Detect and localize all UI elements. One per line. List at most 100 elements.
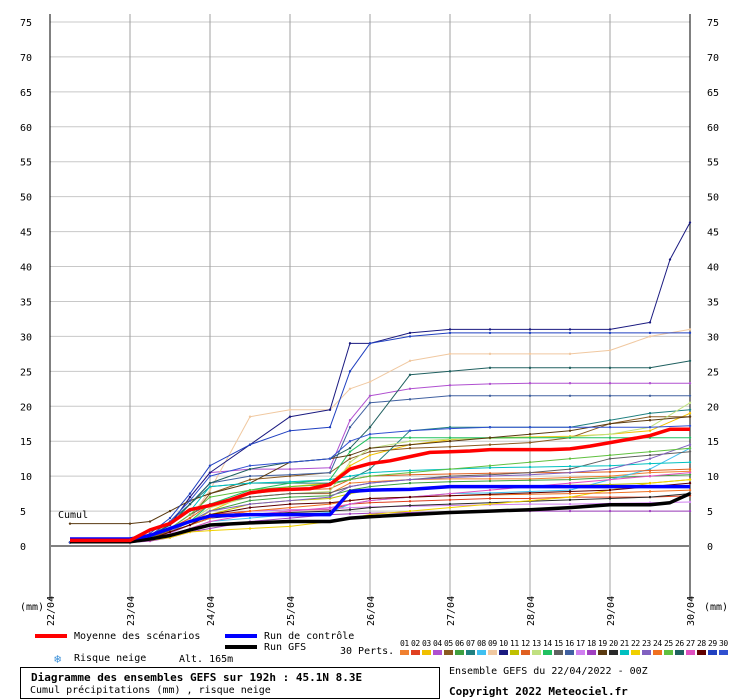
y-tick-label-left: 20 xyxy=(20,402,32,413)
series-point xyxy=(688,221,692,224)
series-point xyxy=(688,412,692,415)
series-point xyxy=(288,509,292,513)
pert-swatch-26 xyxy=(675,650,684,655)
series-point xyxy=(208,485,212,488)
series-point xyxy=(488,502,492,506)
series-point xyxy=(488,331,492,335)
series-point xyxy=(408,478,412,481)
series-point xyxy=(648,453,652,457)
series-line-run-gfs xyxy=(70,492,691,544)
series-point xyxy=(188,499,192,502)
series-point xyxy=(408,335,412,338)
y-tick-label-left: 60 xyxy=(20,123,32,134)
series-point xyxy=(648,495,652,499)
series-point xyxy=(348,450,352,453)
y-tick-label-left: 75 xyxy=(20,18,32,29)
pert-number-30: 30 xyxy=(719,639,728,648)
series-point xyxy=(448,467,452,471)
series-point xyxy=(488,436,492,439)
y-tick-label-left: 0 xyxy=(20,542,26,553)
series-point xyxy=(488,352,492,356)
y-tick-label-right: 15 xyxy=(707,437,719,448)
pert-swatch-06 xyxy=(455,650,464,655)
series-point xyxy=(328,466,332,469)
series-point xyxy=(408,387,412,390)
series-point xyxy=(248,481,252,485)
series-point xyxy=(528,433,532,436)
series-point xyxy=(448,492,452,495)
pert-number-10: 10 xyxy=(499,639,508,648)
pert-number-04: 04 xyxy=(433,639,442,648)
y-tick-label-left: 10 xyxy=(20,472,32,483)
pert-number-16: 16 xyxy=(565,639,574,648)
series-point xyxy=(328,426,332,429)
series-point xyxy=(408,331,412,335)
series-point xyxy=(688,450,692,453)
series-point xyxy=(348,481,352,485)
pert-number-11: 11 xyxy=(510,639,519,648)
series-point xyxy=(348,485,352,488)
perts-label: 30 Perts. xyxy=(340,646,395,657)
pert-swatch-12 xyxy=(521,650,530,655)
pert-swatch-30 xyxy=(719,650,728,655)
pert-number-29: 29 xyxy=(708,639,717,648)
series-point xyxy=(568,509,572,513)
pert-swatch-13 xyxy=(532,650,541,655)
pert-swatch-17 xyxy=(576,650,585,655)
series-point xyxy=(288,467,292,471)
series-point xyxy=(528,426,532,429)
series-point xyxy=(208,488,212,492)
legend-snow-label: Risque neige xyxy=(74,653,147,664)
series-point xyxy=(448,494,452,497)
pert-number-25: 25 xyxy=(664,639,673,648)
series-point xyxy=(568,492,572,495)
series-point xyxy=(208,520,212,523)
series-point xyxy=(368,450,372,453)
series-point xyxy=(528,465,532,469)
series-point xyxy=(688,394,692,397)
series-point xyxy=(688,331,692,335)
series-point xyxy=(348,508,352,511)
y-tick-label-right: 65 xyxy=(707,88,719,99)
series-point xyxy=(448,506,452,509)
series-point xyxy=(608,328,612,331)
series-point xyxy=(248,443,252,446)
series-point xyxy=(688,401,692,404)
y-tick-label-left: 55 xyxy=(20,158,32,169)
pert-number-17: 17 xyxy=(576,639,585,648)
cumul-annotation: Cumul xyxy=(58,510,88,521)
series-point xyxy=(348,474,352,478)
series-point xyxy=(608,382,612,385)
x-tick-label: 25/04 xyxy=(286,596,297,626)
series-point xyxy=(568,481,572,485)
series-point xyxy=(328,491,332,495)
series-point xyxy=(568,476,572,479)
series-point xyxy=(608,509,612,513)
series-point xyxy=(448,331,452,335)
series-point xyxy=(348,464,352,467)
series-point xyxy=(528,491,532,495)
pert-swatch-16 xyxy=(565,650,574,655)
series-point xyxy=(688,408,692,411)
series-point xyxy=(368,401,372,404)
series-point xyxy=(528,460,532,464)
series-point xyxy=(648,366,652,370)
y-tick-label-left: 40 xyxy=(20,263,32,274)
series-point xyxy=(688,382,692,385)
series-point xyxy=(688,424,692,428)
series-line-10 xyxy=(70,222,691,543)
series-point xyxy=(568,429,572,432)
y-tick-label-right: 0 xyxy=(707,542,713,553)
legend-control-label: Run de contrôle xyxy=(264,631,355,642)
series-point xyxy=(688,478,692,481)
series-point xyxy=(608,491,612,495)
series-point xyxy=(608,394,612,397)
series-point xyxy=(648,474,652,478)
series-point xyxy=(648,415,652,418)
series-point xyxy=(368,394,372,397)
series-point xyxy=(568,490,572,493)
x-axis-ticks: 22/04 23/04 24/04 25/04 26/04 27/04 28/04 29/04… xyxy=(46,596,697,626)
series-point xyxy=(348,502,352,506)
pert-swatch-10 xyxy=(499,650,508,655)
series-point xyxy=(348,512,352,516)
